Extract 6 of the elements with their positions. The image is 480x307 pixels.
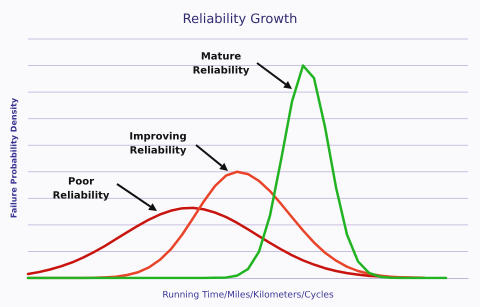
text: Improving Reliability xyxy=(129,132,187,156)
x-axis-title: Running Time/Miles/Kilometers/Cycles xyxy=(162,290,334,300)
text: Poor Reliability xyxy=(52,176,110,202)
chart-title: Reliability Growth xyxy=(182,12,298,27)
y-axis-title: Failure Probability Density xyxy=(10,97,18,218)
text: Mature Reliability xyxy=(192,52,250,76)
